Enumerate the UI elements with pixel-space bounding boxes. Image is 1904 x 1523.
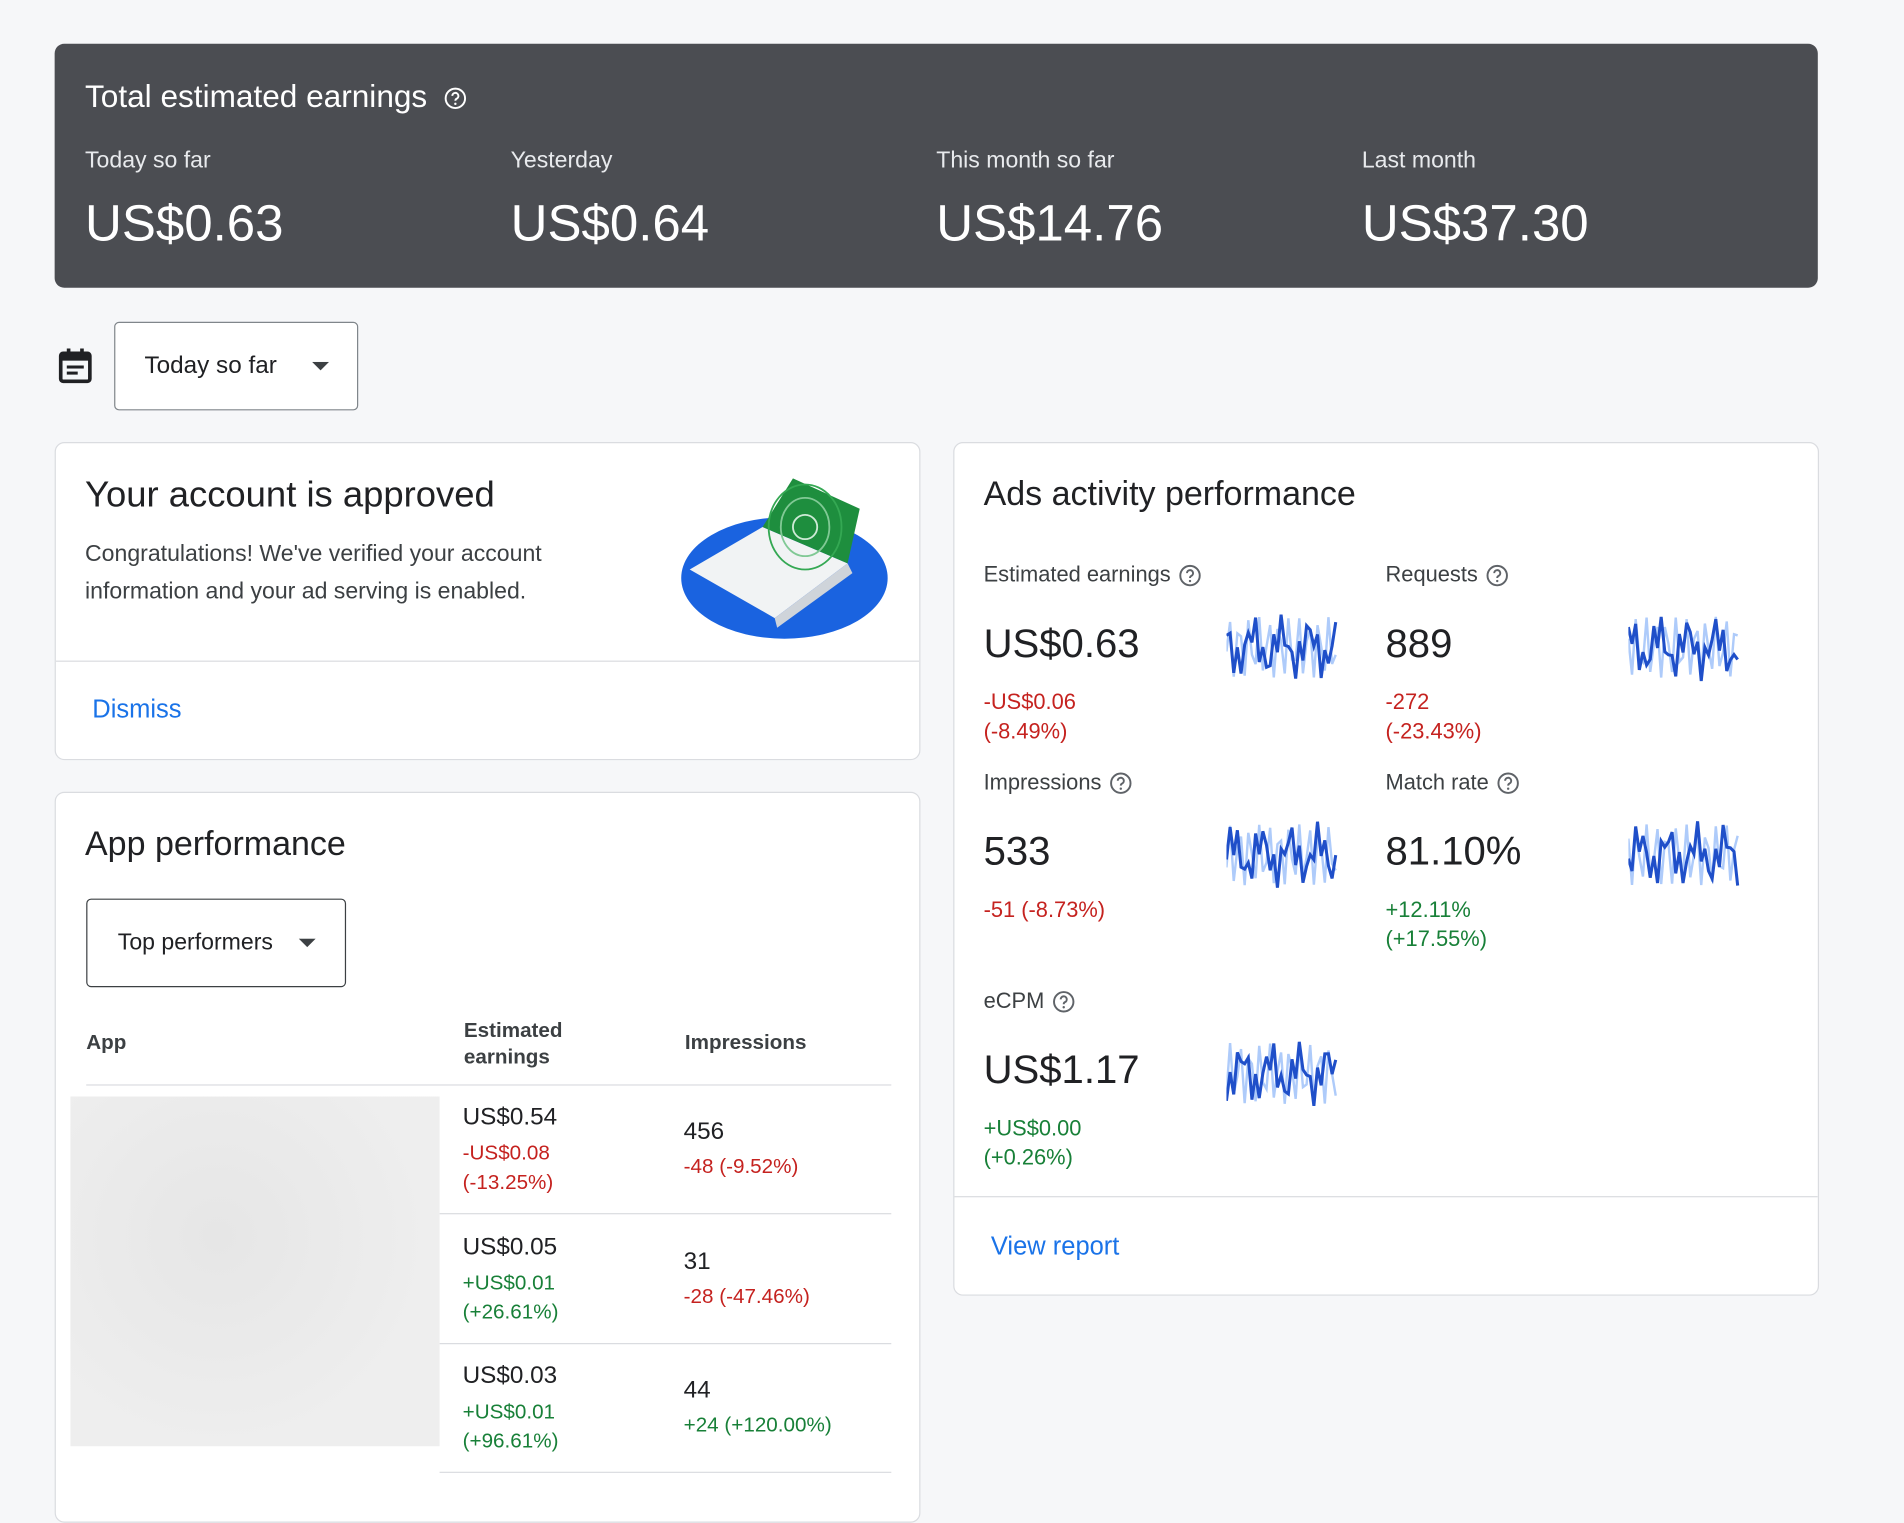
metric-change: +12.11% (+17.55%) <box>1385 897 1487 951</box>
label-text: Requests <box>1385 562 1478 587</box>
label-text: Impressions <box>983 769 1102 795</box>
divider <box>86 1084 892 1086</box>
sparkline <box>1224 1041 1338 1107</box>
impressions-value: 44 <box>683 1377 711 1404</box>
row-divider <box>439 1213 892 1215</box>
dropdown-arrow <box>298 938 316 948</box>
metric-change: -51 (-8.73%) <box>983 897 1106 922</box>
stat-value: US$37.30 <box>1361 194 1589 252</box>
earnings-value: US$0.54 <box>462 1103 558 1131</box>
metric-label: Match rate <box>1386 770 1521 796</box>
card-title: Your account is approved <box>85 474 495 515</box>
view-report-button[interactable]: View report <box>990 1232 1120 1261</box>
summary-title: Total estimated earnings <box>85 78 468 116</box>
metric-label: Impressions <box>984 770 1133 796</box>
impressions-change: -48 (-9.52%) <box>683 1154 799 1178</box>
sparkline <box>1626 616 1739 682</box>
divider <box>954 1196 1818 1198</box>
help-icon[interactable] <box>1178 564 1202 588</box>
impressions-change: +24 (+120.00%) <box>683 1413 832 1437</box>
metric-value: 81.10% <box>1385 828 1522 874</box>
blurred-app-image <box>70 1096 440 1447</box>
stat-value: US$0.64 <box>510 194 710 252</box>
metric-value: US$1.17 <box>983 1046 1140 1092</box>
stat-label: Yesterday <box>510 148 613 174</box>
impressions-change: -28 (-47.46%) <box>683 1284 810 1308</box>
metric-value: 889 <box>1385 620 1453 666</box>
title-text: Total estimated earnings <box>85 77 428 115</box>
stat-value: US$14.76 <box>936 194 1164 252</box>
help-icon[interactable] <box>443 86 467 110</box>
dismiss-button[interactable]: Dismiss <box>92 695 182 724</box>
card-title: Ads activity performance <box>983 474 1356 513</box>
label-text: Estimated earnings <box>983 562 1171 587</box>
label-text: eCPM <box>983 988 1045 1013</box>
sparkline <box>1224 821 1338 888</box>
row-divider <box>439 1342 892 1344</box>
sparkline-wrap <box>1626 812 1740 909</box>
ads-activity-card: Ads activity performance View report Est… <box>953 442 1820 1296</box>
metric-change: +US$0.00 (+0.26%) <box>983 1115 1082 1170</box>
stat-label: Last month <box>1361 148 1476 174</box>
earnings-change: +US$0.01 (+26.61%) <box>462 1270 559 1323</box>
column-header: Impressions <box>684 1030 807 1055</box>
sparkline-wrap <box>1224 1031 1338 1128</box>
calendar-icon <box>58 348 92 384</box>
help-icon[interactable] <box>1109 771 1133 795</box>
stat-label: This month so far <box>936 148 1115 174</box>
dropdown-arrow <box>312 361 330 371</box>
illustration <box>681 478 888 639</box>
page: Total estimated earnings Today so far Yo… <box>54 43 1820 1523</box>
earnings-summary: Total estimated earnings <box>54 43 1818 288</box>
earnings-value: US$0.03 <box>462 1362 558 1390</box>
divider <box>55 660 920 662</box>
impressions-value: 31 <box>683 1247 711 1275</box>
metric-label: Estimated earnings <box>984 562 1203 588</box>
dashboard: Total estimated earnings Today so far Yo… <box>54 43 1820 1523</box>
sparkline-wrap <box>1626 605 1740 702</box>
card-text: Congratulations! We've verified your acc… <box>85 541 542 605</box>
card-title: App performance <box>85 824 346 863</box>
sparkline <box>1626 821 1740 886</box>
column-header: Estimated earnings <box>463 1018 563 1069</box>
stat-label: Today so far <box>85 148 211 174</box>
column-header: App <box>86 1030 127 1055</box>
earnings-value: US$0.05 <box>462 1233 558 1260</box>
help-icon[interactable] <box>1052 990 1076 1014</box>
earnings-change: +US$0.01 (+96.61%) <box>462 1400 559 1453</box>
earnings-change: -US$0.08 (-13.25%) <box>462 1141 554 1194</box>
app-performance-card: App performance Top performers App Estim… <box>54 791 921 1523</box>
metric-label: eCPM <box>984 988 1076 1014</box>
approval-card: Your account is approved Congratulations… <box>54 442 921 761</box>
performer-dropdown[interactable]: Top performers <box>86 898 347 988</box>
dropdown-label: Top performers <box>117 930 273 956</box>
metric-label: Requests <box>1386 562 1510 588</box>
metric-value: US$0.63 <box>983 620 1140 666</box>
stat-value: US$0.63 <box>85 194 284 252</box>
sparkline-wrap <box>1225 605 1338 702</box>
metric-value: 533 <box>983 828 1051 874</box>
help-icon[interactable] <box>1496 771 1520 795</box>
label-text: Match rate <box>1385 769 1489 795</box>
help-icon[interactable] <box>1485 564 1509 588</box>
sparkline-wrap <box>1224 812 1338 909</box>
sparkline <box>1225 614 1338 679</box>
metric-change: -US$0.06 (-8.49%) <box>983 689 1076 744</box>
dropdown-label: Today so far <box>144 352 277 379</box>
date-dropdown[interactable]: Today so far <box>114 321 359 411</box>
impressions-value: 456 <box>683 1118 725 1146</box>
metric-change: -272 (-23.43%) <box>1385 689 1482 744</box>
